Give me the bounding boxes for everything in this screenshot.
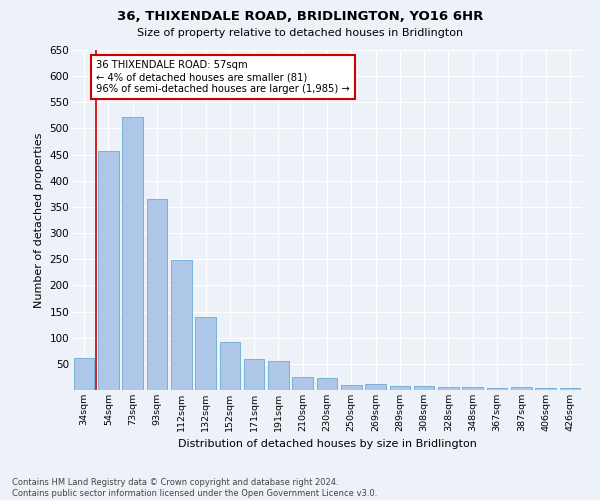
Text: 36, THIXENDALE ROAD, BRIDLINGTON, YO16 6HR: 36, THIXENDALE ROAD, BRIDLINGTON, YO16 6… (117, 10, 483, 23)
Bar (341, 385, 362, 390)
Bar (317, 378, 337, 390)
Bar (463, 388, 483, 390)
Text: Size of property relative to detached houses in Bridlington: Size of property relative to detached ho… (137, 28, 463, 38)
Bar (535, 388, 556, 390)
X-axis label: Distribution of detached houses by size in Bridlington: Distribution of detached houses by size … (178, 440, 476, 450)
Bar (292, 377, 313, 390)
Text: Contains HM Land Registry data © Crown copyright and database right 2024.
Contai: Contains HM Land Registry data © Crown c… (12, 478, 377, 498)
Bar (438, 387, 459, 390)
Bar (220, 342, 240, 390)
Bar (487, 388, 508, 390)
Bar (511, 388, 532, 390)
Bar (195, 317, 216, 390)
Bar (414, 386, 434, 390)
Bar (244, 358, 265, 390)
Bar (268, 361, 289, 390)
Bar (560, 388, 580, 390)
Bar (365, 384, 386, 390)
Bar (98, 151, 119, 390)
Bar (171, 260, 191, 390)
Bar (74, 358, 94, 390)
Bar (146, 199, 167, 390)
Bar (389, 386, 410, 390)
Text: 36 THIXENDALE ROAD: 57sqm
← 4% of detached houses are smaller (81)
96% of semi-d: 36 THIXENDALE ROAD: 57sqm ← 4% of detach… (96, 60, 350, 94)
Y-axis label: Number of detached properties: Number of detached properties (34, 132, 44, 308)
Bar (122, 118, 143, 390)
